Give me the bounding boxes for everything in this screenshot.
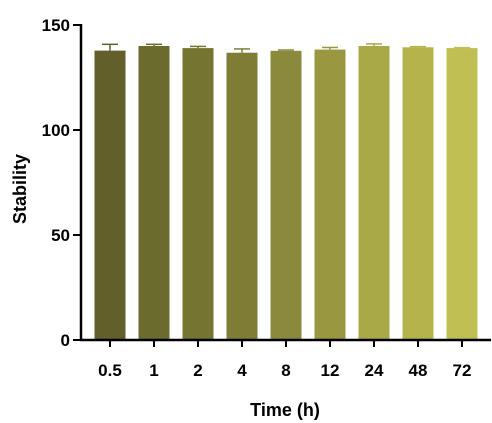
x-tick-label-0.5: 0.5 (98, 361, 122, 380)
y-tick-label-50: 50 (51, 226, 70, 245)
y-tick-label-0: 0 (61, 331, 70, 350)
x-tick-label-8: 8 (281, 361, 290, 380)
x-tick-label-4: 4 (237, 361, 247, 380)
x-tick-label-1: 1 (149, 361, 158, 380)
bar-1 (138, 46, 170, 340)
x-tick-label-48: 48 (409, 361, 428, 380)
bar-2 (182, 48, 214, 340)
bar-12 (314, 49, 346, 340)
bar-48 (402, 47, 434, 340)
bars-group (94, 46, 478, 341)
bar-8 (270, 50, 302, 340)
x-axis-title: Time (h) (250, 400, 320, 420)
bar-72 (446, 48, 478, 340)
x-tick-label-2: 2 (193, 361, 202, 380)
bar-24 (358, 46, 390, 340)
bar-4 (226, 52, 258, 340)
x-tick-label-12: 12 (321, 361, 340, 380)
error-bars-group (102, 43, 470, 53)
x-tick-label-24: 24 (365, 361, 384, 380)
y-tick-label-150: 150 (42, 16, 70, 35)
y-axis-title: Stability (10, 154, 30, 224)
axes-group (73, 24, 491, 347)
y-tick-label-100: 100 (42, 121, 70, 140)
x-tick-label-72: 72 (453, 361, 472, 380)
bar-0.5 (94, 50, 126, 341)
